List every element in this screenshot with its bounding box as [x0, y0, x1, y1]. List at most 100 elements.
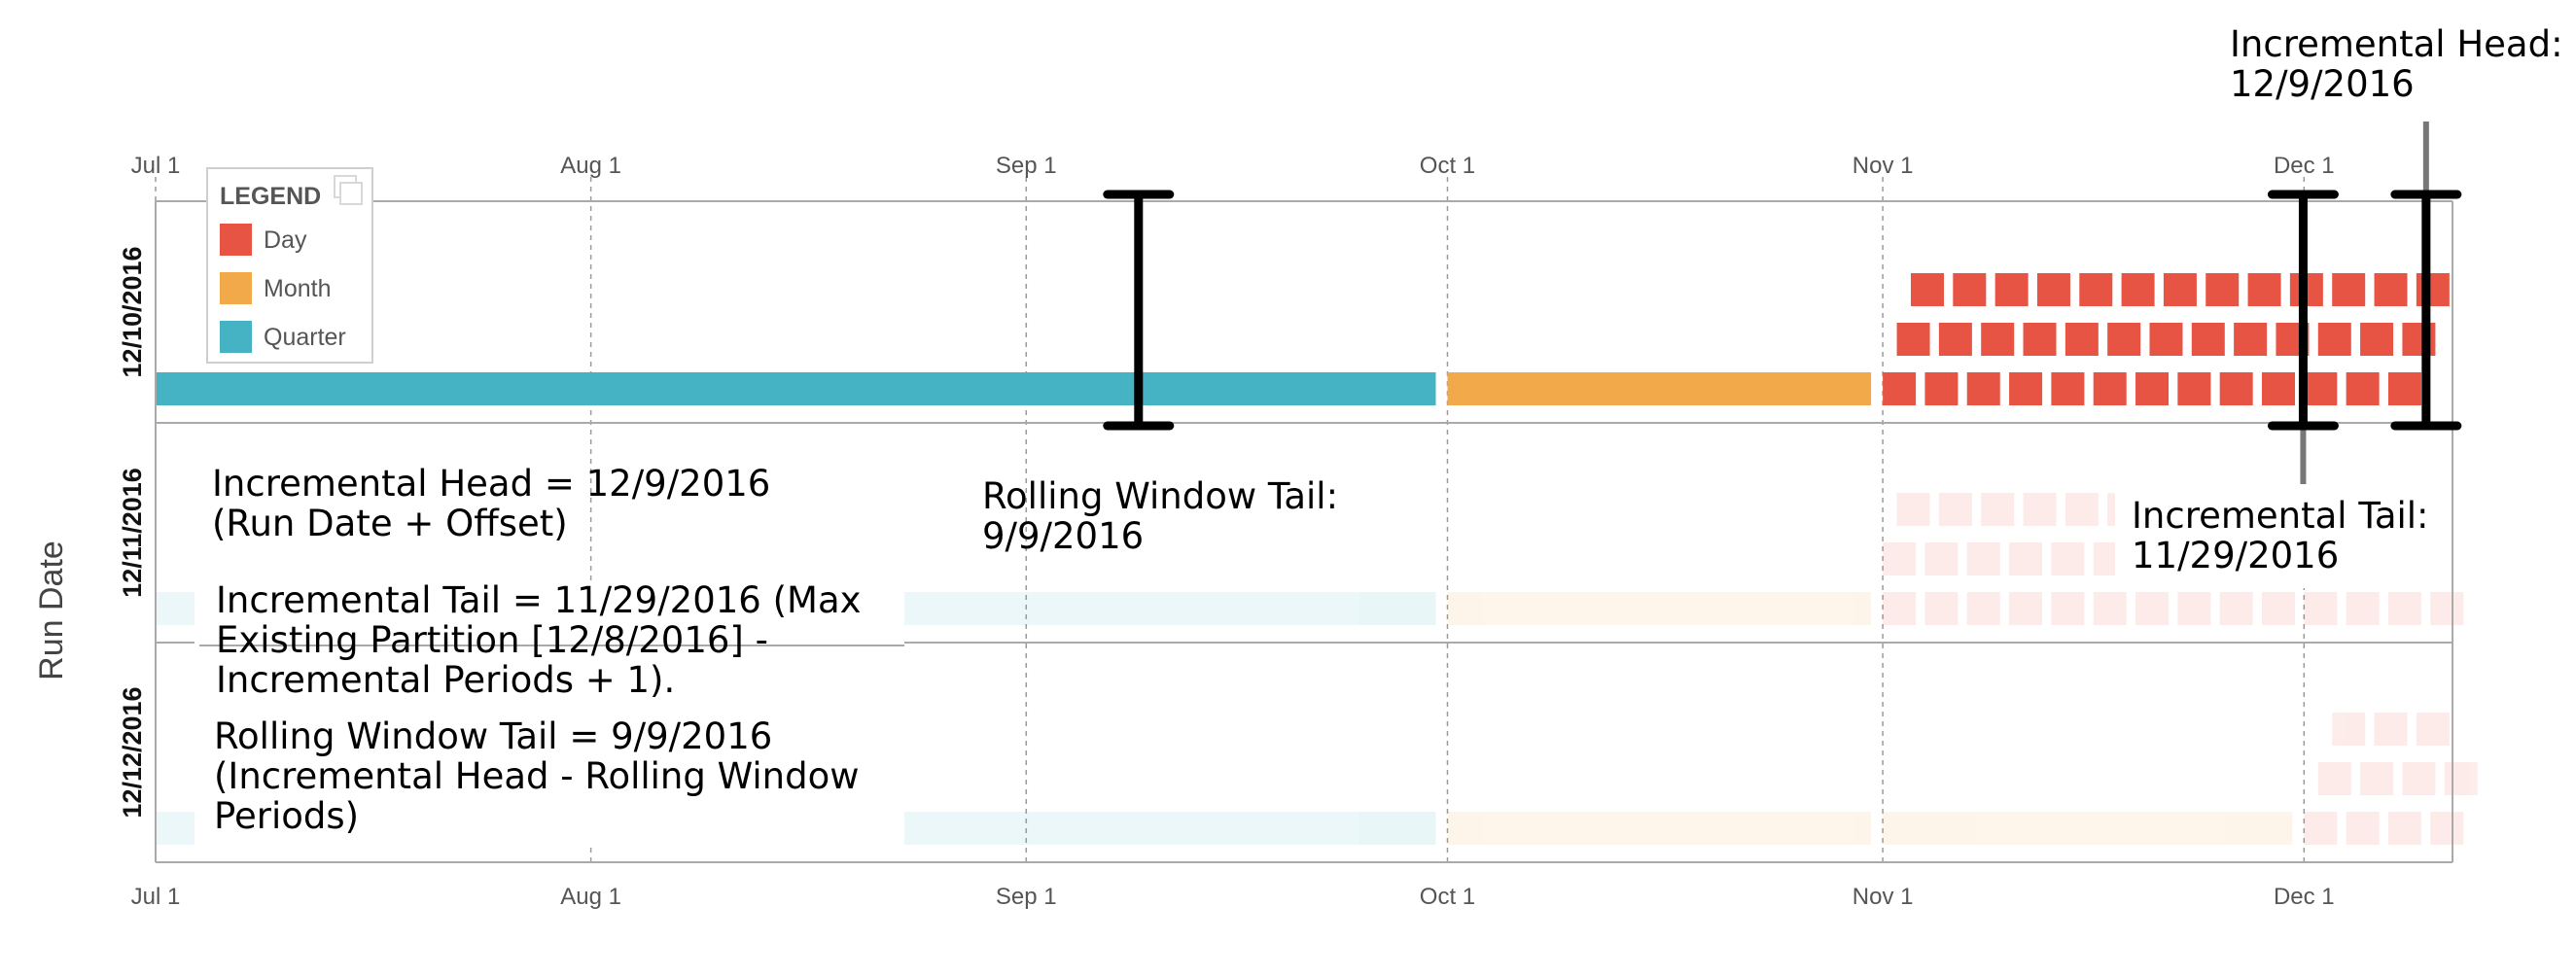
day-partition-mark: [2346, 812, 2380, 845]
x-tick-label-top: Aug 1: [560, 153, 621, 179]
day-partition-mark: [2387, 812, 2421, 845]
day-partition-mark: [2051, 372, 2085, 405]
rolling-window-tail-formula: Rolling Window Tail = 9/9/2016 (Increment…: [214, 715, 860, 837]
day-partition-mark: [2177, 372, 2211, 405]
day-partition-mark: [2317, 762, 2351, 795]
day-partition-mark: [1981, 323, 2015, 356]
x-tick-label-bottom: Oct 1: [1420, 884, 1475, 910]
day-partition-mark: [1953, 273, 1987, 306]
marker-layer: Rolling Window Tail: 9/9/2016 Incremental …: [982, 23, 2563, 588]
day-partition-mark: [2093, 372, 2127, 405]
day-partition-mark: [2051, 542, 2085, 575]
day-partition-mark: [2219, 372, 2253, 405]
day-partition-mark: [2191, 323, 2225, 356]
day-partition-mark: [2262, 372, 2295, 405]
day-partition-mark: [1924, 592, 1958, 625]
incremental-tail-label: Incremental Tail: 11/29/2016: [2132, 495, 2429, 576]
day-partition-mark: [2023, 493, 2057, 526]
x-tick-label-bottom: Aug 1: [560, 884, 621, 910]
day-partition-mark: [2219, 592, 2253, 625]
run-date-label: 12/10/2016: [118, 246, 147, 377]
x-tick-label-top: Nov 1: [1853, 153, 1914, 179]
day-partition-mark: [2374, 273, 2408, 306]
legend-collapse-icon: [339, 182, 363, 205]
day-partition-mark: [1911, 273, 1944, 306]
day-partition-mark: [2009, 542, 2043, 575]
day-partition-mark: [2149, 323, 2183, 356]
x-tick-label-top: Jul 1: [131, 153, 181, 179]
day-partition-mark: [1966, 542, 2000, 575]
day-partition-mark: [2135, 372, 2170, 405]
day-partition-mark: [1966, 372, 2000, 405]
run-date-label: 12/12/2016: [118, 686, 147, 818]
legend[interactable]: LEGEND Day Month Quarter: [206, 167, 373, 364]
incremental-head-label: Incremental Head: 12/9/2016: [2230, 23, 2563, 105]
day-partition-mark: [1896, 323, 1930, 356]
incremental-tail-formula: Incremental Tail = 11/29/2016 (Max Existi…: [216, 579, 862, 701]
day-partition-mark: [2360, 762, 2394, 795]
day-partition-mark: [2402, 762, 2436, 795]
day-partition-mark: [1981, 493, 2015, 526]
day-partition-mark: [2444, 762, 2478, 795]
day-partition-mark: [2205, 273, 2240, 306]
incremental-tail-marker: [2267, 190, 2339, 431]
x-tick-label-bottom: Nov 1: [1853, 884, 1914, 910]
day-partition-mark: [2009, 372, 2043, 405]
day-partition-mark: [1966, 592, 2000, 625]
day-partition-mark: [2416, 713, 2450, 746]
day-partition-mark: [2234, 323, 2268, 356]
legend-swatch: [220, 272, 252, 304]
rolling-window-tail-label: Rolling Window Tail: 9/9/2016: [982, 475, 1338, 557]
day-partition-mark: [2009, 592, 2043, 625]
day-partition-mark: [1994, 273, 2029, 306]
day-partition-mark: [1883, 372, 1917, 405]
x-tick-label-bottom: Jul 1: [131, 884, 181, 910]
formula-box-bg: [194, 583, 904, 846]
day-partition-mark: [2332, 273, 2366, 306]
day-partition-mark: [1924, 372, 1958, 405]
day-partition-mark: [2416, 273, 2450, 306]
day-partition-mark: [2374, 713, 2408, 746]
day-partition-mark: [2317, 323, 2351, 356]
x-tick-label-bottom: Sep 1: [996, 884, 1057, 910]
day-partition-mark: [2107, 323, 2141, 356]
day-partition-mark: [2304, 372, 2338, 405]
day-partition-mark: [2332, 713, 2366, 746]
day-partition-mark: [2051, 592, 2085, 625]
day-partition-mark: [2346, 592, 2380, 625]
rolling-window-tail-marker: [1103, 190, 1175, 431]
legend-swatch: [220, 224, 252, 256]
day-partition-mark: [2304, 812, 2338, 845]
day-partition-mark: [1883, 542, 1917, 575]
day-partition-mark: [1924, 542, 1958, 575]
x-tick-label-bottom: Dec 1: [2274, 884, 2335, 910]
day-partition-mark: [2430, 812, 2464, 845]
quarter-partition-bar: [156, 372, 1436, 405]
x-tick-label-top: Sep 1: [996, 153, 1057, 179]
x-tick-label-top: Dec 1: [2274, 153, 2335, 179]
day-partition-mark: [2064, 493, 2099, 526]
day-partition-mark: [2360, 323, 2394, 356]
row-label-layer: 12/10/2016 12/11/2016 12/12/2016: [118, 246, 147, 818]
month-partition-bar: [1447, 372, 1872, 405]
incremental-head-marker: [2390, 190, 2462, 431]
day-partition-mark: [2163, 273, 2197, 306]
run-row-2: [156, 493, 2464, 625]
day-partition-mark: [2121, 273, 2155, 306]
day-partition-mark: [2079, 273, 2113, 306]
day-partition-mark: [1938, 493, 1972, 526]
legend-item-label: Quarter: [264, 324, 346, 351]
legend-swatch: [220, 321, 252, 353]
x-tick-label-top: Oct 1: [1420, 153, 1475, 179]
legend-title: LEGEND: [220, 183, 321, 210]
day-partition-mark: [1938, 323, 1972, 356]
day-partition-mark: [2247, 273, 2281, 306]
month-partition-bar: [1447, 592, 1872, 625]
run-row-1: [156, 273, 2450, 405]
month-partition-bar: [1883, 812, 2293, 845]
day-partition-mark: [2135, 592, 2170, 625]
day-partition-mark: [2430, 592, 2464, 625]
day-partition-mark: [2262, 592, 2295, 625]
y-axis-title: Run Date: [33, 540, 70, 680]
